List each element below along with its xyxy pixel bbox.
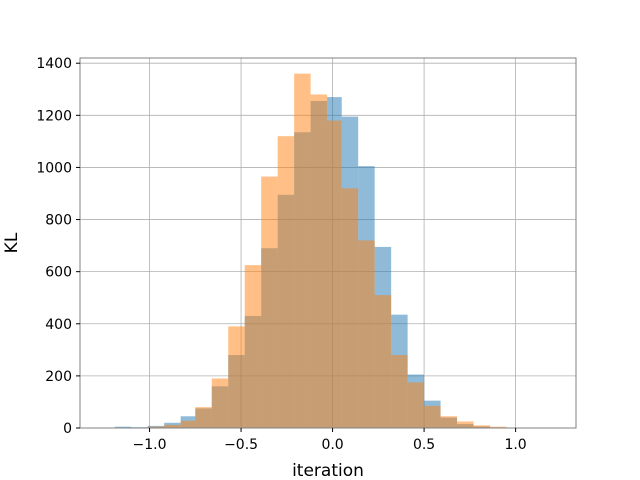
histogram-bar	[374, 295, 392, 428]
y-tick-label: 0	[63, 421, 72, 437]
y-tick-label: 200	[45, 369, 72, 385]
histogram-bar	[261, 176, 278, 428]
histogram-bar	[424, 405, 441, 428]
histogram-bar	[211, 378, 229, 428]
histogram-bar	[457, 421, 474, 428]
histogram-bar	[195, 407, 212, 428]
histogram-bar	[180, 420, 196, 428]
y-axis-label: KL	[2, 232, 22, 253]
y-tick-label: 800	[45, 213, 72, 229]
histogram-bar	[147, 426, 165, 428]
histogram-bar	[327, 120, 342, 428]
histogram-bar	[489, 426, 507, 428]
y-tick-label: 400	[45, 317, 72, 333]
y-axis-ticks: 0 200 400 600 800 1000 1200 1400	[36, 56, 80, 437]
x-tick-label: −0.5	[224, 437, 258, 453]
histogram-bar	[228, 326, 245, 428]
histogram-bar	[341, 188, 359, 428]
y-tick-label: 1000	[36, 160, 72, 176]
y-tick-label: 600	[45, 265, 72, 281]
plot-frame	[79, 57, 577, 429]
histogram-bar	[244, 265, 262, 428]
histogram-bar	[277, 136, 295, 429]
histogram-bars	[98, 73, 556, 429]
x-axis-ticks: −1.0 −0.5 0.0 0.5 1.0	[133, 428, 527, 453]
histogram-bar	[473, 425, 490, 428]
histogram-bar	[294, 73, 311, 429]
x-tick-label: 0.0	[321, 437, 343, 453]
x-tick-label: 1.0	[504, 437, 526, 453]
x-axis-label: iteration	[292, 461, 364, 480]
histogram-bar	[391, 355, 408, 428]
y-tick-label: 1200	[36, 108, 72, 124]
histogram-bar	[440, 416, 458, 428]
y-tick-label: 1400	[36, 56, 72, 72]
histogram-bar	[358, 240, 375, 428]
histogram-bar	[407, 382, 425, 428]
histogram-bar	[310, 94, 328, 428]
x-tick-label: −1.0	[133, 437, 167, 453]
x-tick-label: 0.5	[413, 437, 435, 453]
histogram-bar	[114, 426, 132, 428]
series-1	[131, 73, 523, 429]
histogram-bar	[164, 424, 181, 428]
